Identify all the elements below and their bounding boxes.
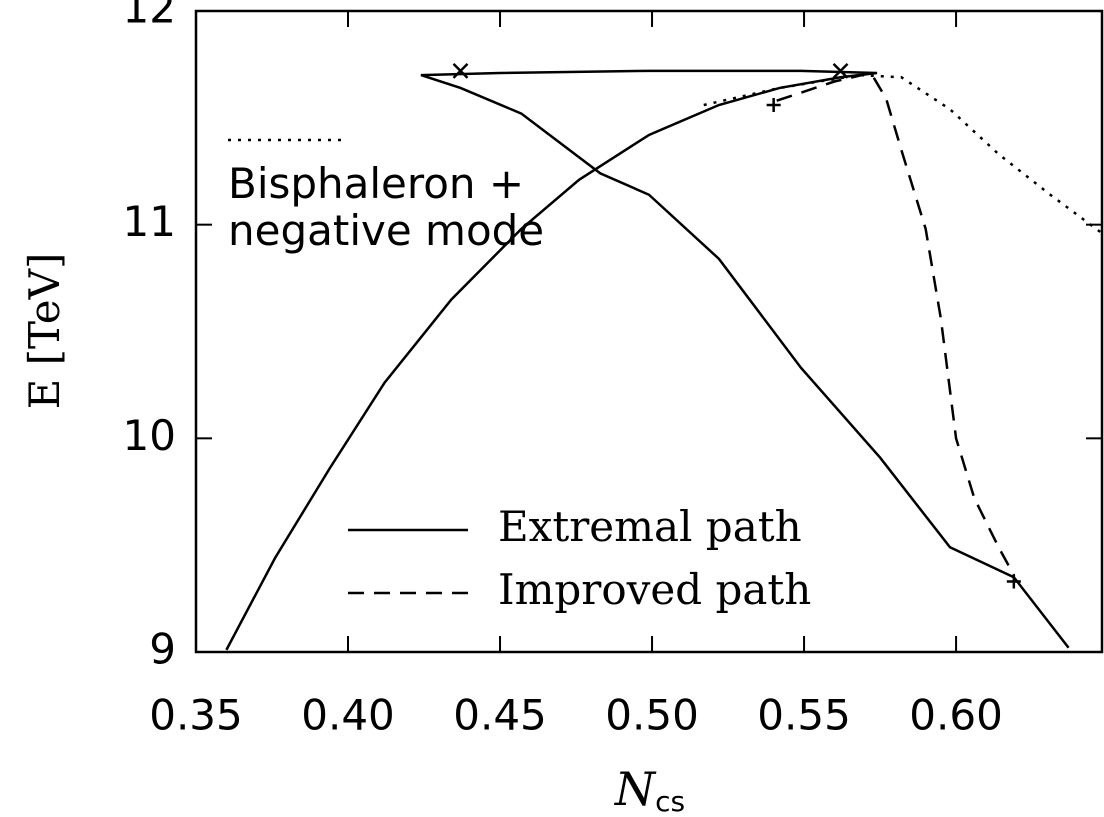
plot-frame [194, 9, 1104, 654]
x-axis-label: Ncs [614, 762, 685, 817]
x-tick-label: 0.35 [149, 691, 243, 740]
x-tick-label: 0.50 [605, 691, 699, 740]
y-tick-label: 11 [123, 197, 176, 246]
plus-marker [766, 98, 781, 113]
x-tick-label: 0.60 [909, 691, 1003, 740]
legend-label: Extremal path [498, 502, 802, 551]
x-axis-label-sub: cs [655, 785, 685, 817]
legend-label: Bisphaleron + negative mode [228, 159, 545, 255]
legend-label: Improved path [498, 565, 811, 614]
y-tick-label: 9 [149, 625, 176, 674]
series-line [225, 69, 1070, 651]
x-axis-label-main: N [614, 762, 657, 816]
y-axis-label: E [TeV] [20, 253, 69, 410]
y-tick-label: 10 [123, 411, 176, 460]
x-tick-label: 0.45 [453, 691, 547, 740]
cross-marker [832, 62, 849, 79]
plus-marker [1006, 574, 1021, 589]
x-tick-label: 0.40 [301, 691, 395, 740]
series-line [703, 73, 1103, 235]
marker-stroke [832, 62, 849, 79]
marker-stroke [452, 62, 469, 79]
cross-marker [452, 62, 469, 79]
y-tick-label: 12 [123, 0, 176, 33]
series-line [776, 71, 1015, 576]
x-tick-label: 0.55 [757, 691, 851, 740]
